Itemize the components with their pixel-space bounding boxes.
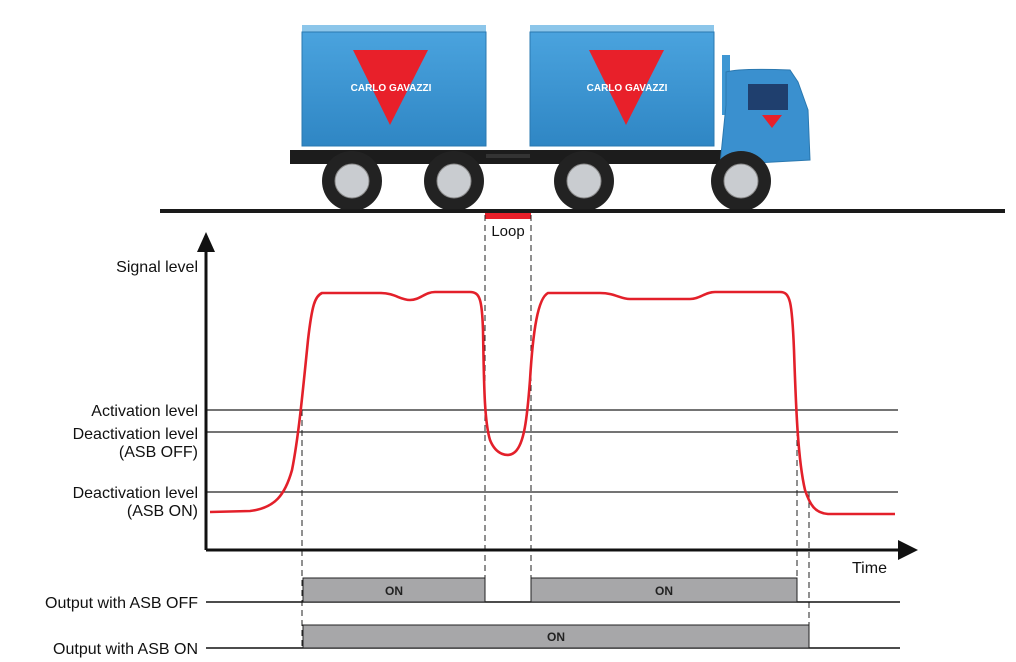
trailer-logo-text: CARLO GAVAZZI xyxy=(351,83,432,94)
x-axis-arrow-icon xyxy=(898,540,918,560)
loop-marker xyxy=(485,213,531,219)
loop-label: Loop xyxy=(491,223,524,240)
truck-logo-text: CARLO GAVAZZI xyxy=(587,83,668,94)
output-asb-on-pulse xyxy=(302,624,810,649)
output-asb-off-pulse xyxy=(302,577,486,603)
deactivation-asb-on-label: Deactivation level xyxy=(73,485,198,502)
pulse-label: ON xyxy=(385,584,403,598)
signal-curve xyxy=(209,290,895,516)
deactivation-asb-on-sublabel: (ASB ON) xyxy=(127,503,198,520)
deactivation-asb-off-sublabel: (ASB OFF) xyxy=(119,444,198,461)
road-line xyxy=(160,209,1005,213)
logo-triangle-icon xyxy=(353,50,428,125)
pulse-label: ON xyxy=(547,630,565,644)
y-axis-arrow-icon xyxy=(197,232,215,252)
activation-level-label: Activation level xyxy=(91,403,198,420)
output-asb-off-label: Output with ASB OFF xyxy=(45,595,198,612)
output-asb-on-label: Output with ASB ON xyxy=(53,641,198,658)
y-axis-label: Signal level xyxy=(116,259,198,276)
logo-triangle-icon xyxy=(589,50,664,125)
truck-illustration: CARLO GAVAZZI CARLO GAVAZZI xyxy=(290,25,811,211)
x-axis-label: Time xyxy=(852,560,887,577)
axes xyxy=(197,232,918,560)
deactivation-asb-off-label: Deactivation level xyxy=(73,426,198,443)
output-asb-off-pulse xyxy=(530,577,798,603)
pulse-label: ON xyxy=(655,584,673,598)
threshold-lines xyxy=(206,409,898,493)
